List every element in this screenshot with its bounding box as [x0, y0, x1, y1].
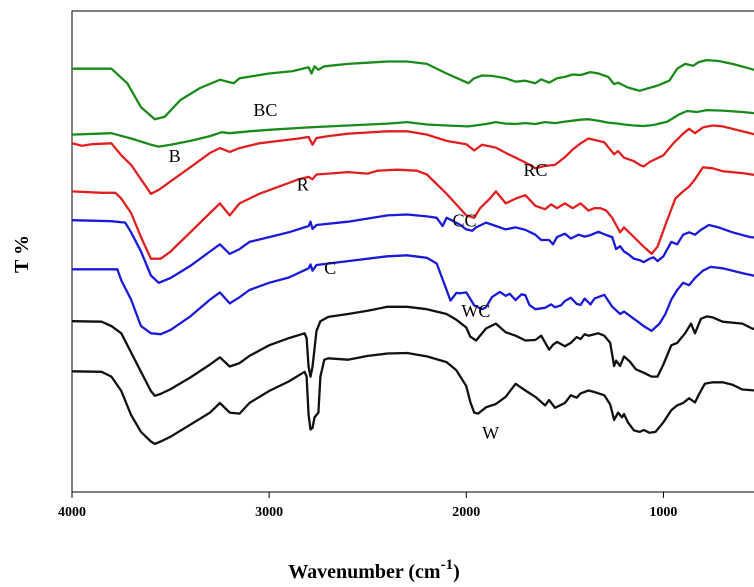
series-layer: [71, 58, 754, 446]
x-axis-label-main: Wavenumber (cm: [288, 561, 441, 583]
plot-frame: [71, 10, 754, 493]
series-line-rc: [71, 124, 754, 195]
series-label-r: R: [297, 174, 309, 194]
x-tick-label: 1000: [649, 505, 677, 520]
series-line-bc: [72, 58, 754, 121]
series-line-c: [72, 254, 754, 336]
x-axis-label-superscript: -1: [441, 557, 454, 573]
x-tick-label: 4000: [58, 505, 86, 520]
x-axis-ticks: 4000 3000 2000 1000: [58, 492, 677, 520]
series-label-wc: WC: [461, 301, 490, 321]
series-line-b: [71, 108, 754, 148]
x-axis-label: Wavenumber (cm-1): [288, 557, 460, 583]
series-label-bc: BC: [253, 100, 277, 120]
x-tick-label: 2000: [452, 505, 480, 520]
y-axis-label: T %: [11, 235, 33, 273]
series-label-b: B: [169, 146, 181, 166]
series-label-cc: CC: [453, 211, 477, 231]
series-line-cc: [71, 213, 754, 284]
series-line-wc: [71, 305, 754, 397]
series-line-r: [71, 166, 754, 260]
series-label-c: C: [324, 258, 336, 278]
series-label-rc: RC: [524, 160, 548, 180]
series-line-w: [71, 351, 754, 446]
series-label-w: W: [482, 423, 499, 443]
x-tick-label: 3000: [255, 505, 283, 520]
x-axis-label-close: ): [453, 561, 460, 583]
